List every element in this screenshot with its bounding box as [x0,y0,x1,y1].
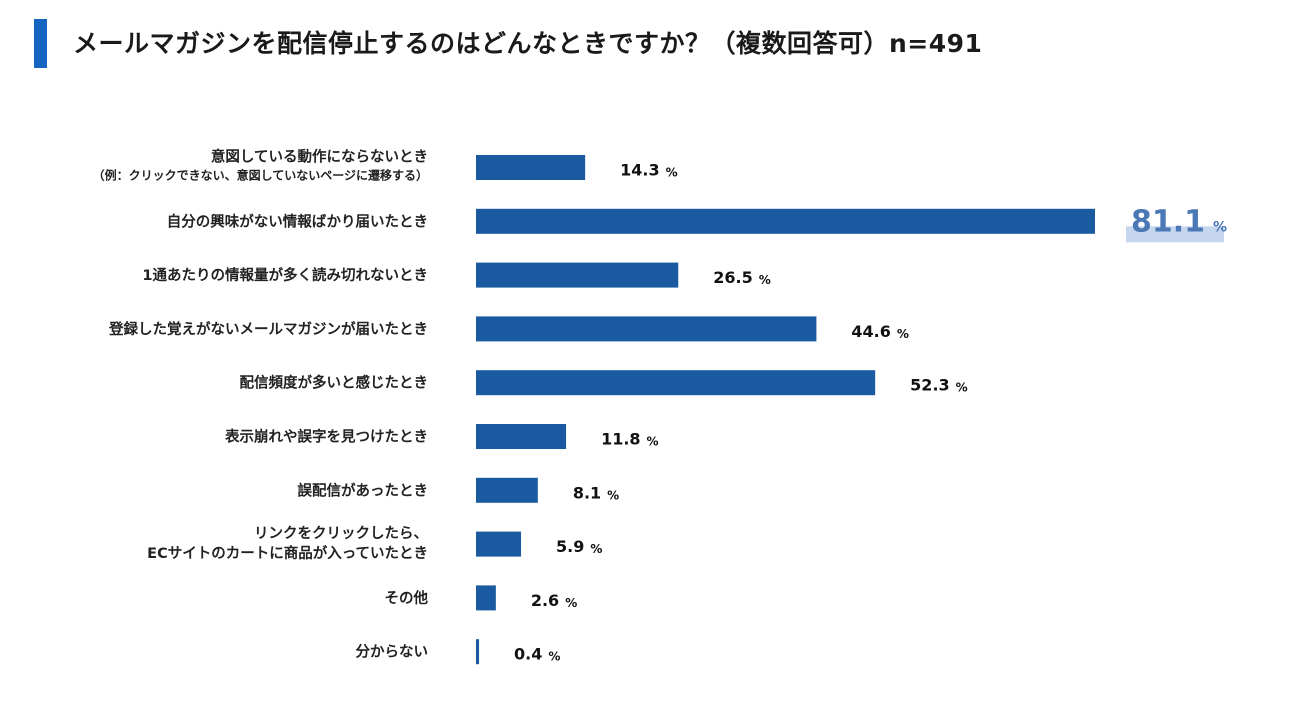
unit-label: % [666,166,678,180]
highlight-marker [1126,226,1224,243]
bar [476,424,567,449]
unit-label: % [607,488,619,502]
unit-label: % [897,327,909,341]
category-label: 誤配信があったとき [298,481,429,499]
data-label: 26.5 [713,268,752,287]
data-label: 2.6 [531,591,559,610]
data-label: 14.3 [620,161,659,180]
bar [476,208,1095,234]
category-label: 1通あたりの情報量が多く読み切れないとき [142,266,428,284]
chart-title: メールマガジンを配信停止するのはどんなときですか？（複数回答可）n=491 [73,29,983,58]
bar [476,639,480,665]
bar [476,585,496,611]
unit-label: % [565,596,577,610]
category-label: その他 [385,589,429,607]
title-accent-bar [34,19,47,68]
category-label: 配信頻度が多いと感じたとき [240,374,429,392]
data-label: 5.9 [556,537,584,556]
data-label: 8.1 [573,483,601,502]
category-label: 登録した覚えがないメールマガジンが届いたとき [108,320,428,338]
data-label: 0.4 [514,645,542,664]
data-label: 81.1 [1131,204,1205,239]
unit-label: % [1213,219,1227,235]
unit-label: % [647,435,659,449]
category-label: 表示崩れや誤字を見つけたとき [225,428,428,446]
category-label: 自分の興味がない情報ばかり届いたとき [167,212,428,230]
data-label: 52.3 [910,376,949,395]
unit-label: % [590,542,602,556]
category-label: ECサイトのカートに商品が入っていたとき [147,544,428,562]
category-label: （例：クリックできない、意図していないページに遷移する） [93,168,428,183]
category-label: 分からない [356,644,429,661]
category-label: 意図している動作にならないとき [211,148,428,166]
bar [476,262,679,288]
unit-label: % [548,650,560,664]
category-label: リンクをクリックしたら、 [254,525,428,542]
bar [476,370,876,396]
bar [476,531,522,557]
bar [476,155,586,180]
unit-label: % [759,273,771,287]
bar [476,316,817,342]
unit-label: % [956,381,968,395]
data-label: 44.6 [851,322,890,341]
data-label: 11.8 [601,430,640,449]
bar [476,477,538,503]
